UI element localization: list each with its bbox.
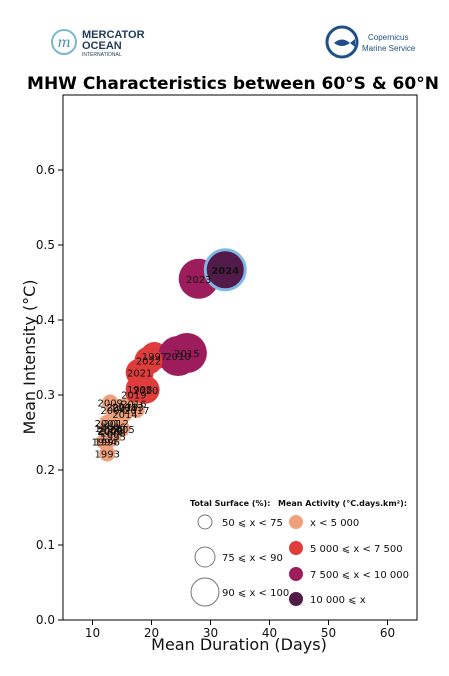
bubble-label-2004: 2004 <box>100 406 125 417</box>
bubble-label-2010: 2010 <box>165 352 190 363</box>
legend-activity-title: Mean Activity (°C.days.km²): <box>278 499 407 508</box>
y-tick-label: 0.4 <box>36 313 55 327</box>
bubble-label-1994: 1994 <box>92 438 117 449</box>
bubble-label-2013: 2013 <box>118 403 143 414</box>
x-tick-label: 50 <box>321 626 336 640</box>
bubble-label-2023: 2023 <box>186 275 211 286</box>
y-axis-title: Mean Intensity (°C) <box>20 279 39 434</box>
legend-activity-label: x < 5 000 <box>310 518 359 529</box>
legend-activity-marker <box>289 541 303 555</box>
bubble-label-2003: 2003 <box>97 427 122 438</box>
x-axis-title: Mean Duration (Days) <box>151 635 327 654</box>
bubble-label-2024: 2024 <box>211 266 239 277</box>
mercator-line3: INTERNATIONAL <box>82 52 122 58</box>
copernicus-logo: Copernicus Marine Service <box>325 25 416 59</box>
bubble-2018 <box>116 398 133 415</box>
legend-activity-marker <box>289 567 303 581</box>
mercator-line1: MERCATOR <box>82 29 145 41</box>
y-tick-label: 0.1 <box>36 538 55 552</box>
legend-surface-marker <box>190 577 220 607</box>
bubble-label-2011: 2011 <box>112 403 137 414</box>
y-tick-label: 0.2 <box>36 463 55 477</box>
bubble-label-2021: 2021 <box>127 369 152 380</box>
bubble-label-2006: 2006 <box>100 423 125 434</box>
chart-title: MHW Characteristics between 60°S & 60°N <box>27 74 439 94</box>
x-tick-label: 60 <box>380 626 395 640</box>
legend-surface-label: 50 ⩽ x < 75 <box>222 518 283 529</box>
bubble-label-2005: 2005 <box>109 425 134 436</box>
bubble-label-2001: 2001 <box>95 419 120 430</box>
bubble-label-1996: 1996 <box>95 438 120 449</box>
bubble-label-2014: 2014 <box>112 410 137 421</box>
x-tick-label: 30 <box>203 626 218 640</box>
bubble-label-2007: 2007 <box>106 403 131 414</box>
x-tick-label: 20 <box>144 626 159 640</box>
bubble-label-2017: 2017 <box>124 406 149 417</box>
bubble-2015 <box>166 333 207 373</box>
mercator-ocean-logo: m MERCATOR OCEAN INTERNATIONAL <box>51 29 145 58</box>
bubble-label-2015: 2015 <box>174 349 199 360</box>
copernicus-line1: Copernicus <box>368 33 408 42</box>
bubble-1993 <box>99 445 116 462</box>
y-tick-label: 0.3 <box>36 388 55 402</box>
legend-activity-label: 7 500 ⩽ x < 10 000 <box>310 570 409 581</box>
fish-icon <box>334 39 355 47</box>
copernicus-line2: Marine Service <box>362 44 416 53</box>
bubble-label-1997: 1997 <box>142 352 167 363</box>
legend-activity-label: 10 000 ⩽ x <box>310 595 366 606</box>
bubble-label-1998: 1998 <box>127 385 152 396</box>
bubble-2022 <box>134 346 163 375</box>
x-tick-label: 40 <box>262 626 277 640</box>
x-tick-label: 10 <box>85 626 100 640</box>
bubble-label-2009: 2009 <box>97 399 122 410</box>
bubble-label-2016: 2016 <box>121 399 146 410</box>
plot-frame <box>62 94 418 621</box>
legend-activity-label: 5 000 ⩽ x < 7 500 <box>310 544 403 555</box>
legend-surface-label: 75 ⩽ x < 90 <box>222 553 283 564</box>
bubble-label-1999: 1999 <box>95 424 120 435</box>
bubble-label-2002: 2002 <box>97 426 122 437</box>
logo-header: m MERCATOR OCEAN INTERNATIONAL Copernicu… <box>51 25 416 59</box>
bubble-label-1993: 1993 <box>95 450 120 461</box>
legend-surface-marker <box>197 514 213 530</box>
bubble-label-2019: 2019 <box>121 390 146 401</box>
bubble-2024 <box>203 248 247 292</box>
mercator-line2: OCEAN <box>82 40 122 52</box>
legend-surface-marker <box>194 546 216 568</box>
y-tick-label: 0.6 <box>36 163 55 177</box>
bubble-2009 <box>102 394 119 411</box>
mercator-emblem-icon <box>51 29 77 55</box>
bubble-label-2012: 2012 <box>103 419 128 430</box>
legend-surface-title: Total Surface (%): <box>190 499 270 508</box>
bubble-label-2000: 2000 <box>97 426 122 437</box>
legend-activity-marker <box>289 592 303 606</box>
bubble-label-2018: 2018 <box>112 402 137 413</box>
legend-activity-marker <box>289 515 303 529</box>
legend-surface-label: 90 ⩽ x < 100 <box>222 588 289 599</box>
axis-ticks: 10 20 30 40 50 60 0.0 0.1 0.2 0.3 0.4 0.5 0.6 <box>36 163 395 640</box>
legend: Total Surface (%): Mean Activity (°C.day… <box>190 499 409 607</box>
mercator-m-icon: m <box>57 35 70 51</box>
y-tick-label: 0.0 <box>36 613 55 627</box>
y-tick-label: 0.5 <box>36 238 55 252</box>
bubble-layer <box>96 248 247 462</box>
bubble-label-2022: 2022 <box>136 357 161 368</box>
bubble-label-2008: 2008 <box>100 429 125 440</box>
bubble-label-1995: 1995 <box>100 432 125 443</box>
bubble-label-2020: 2020 <box>133 386 158 397</box>
